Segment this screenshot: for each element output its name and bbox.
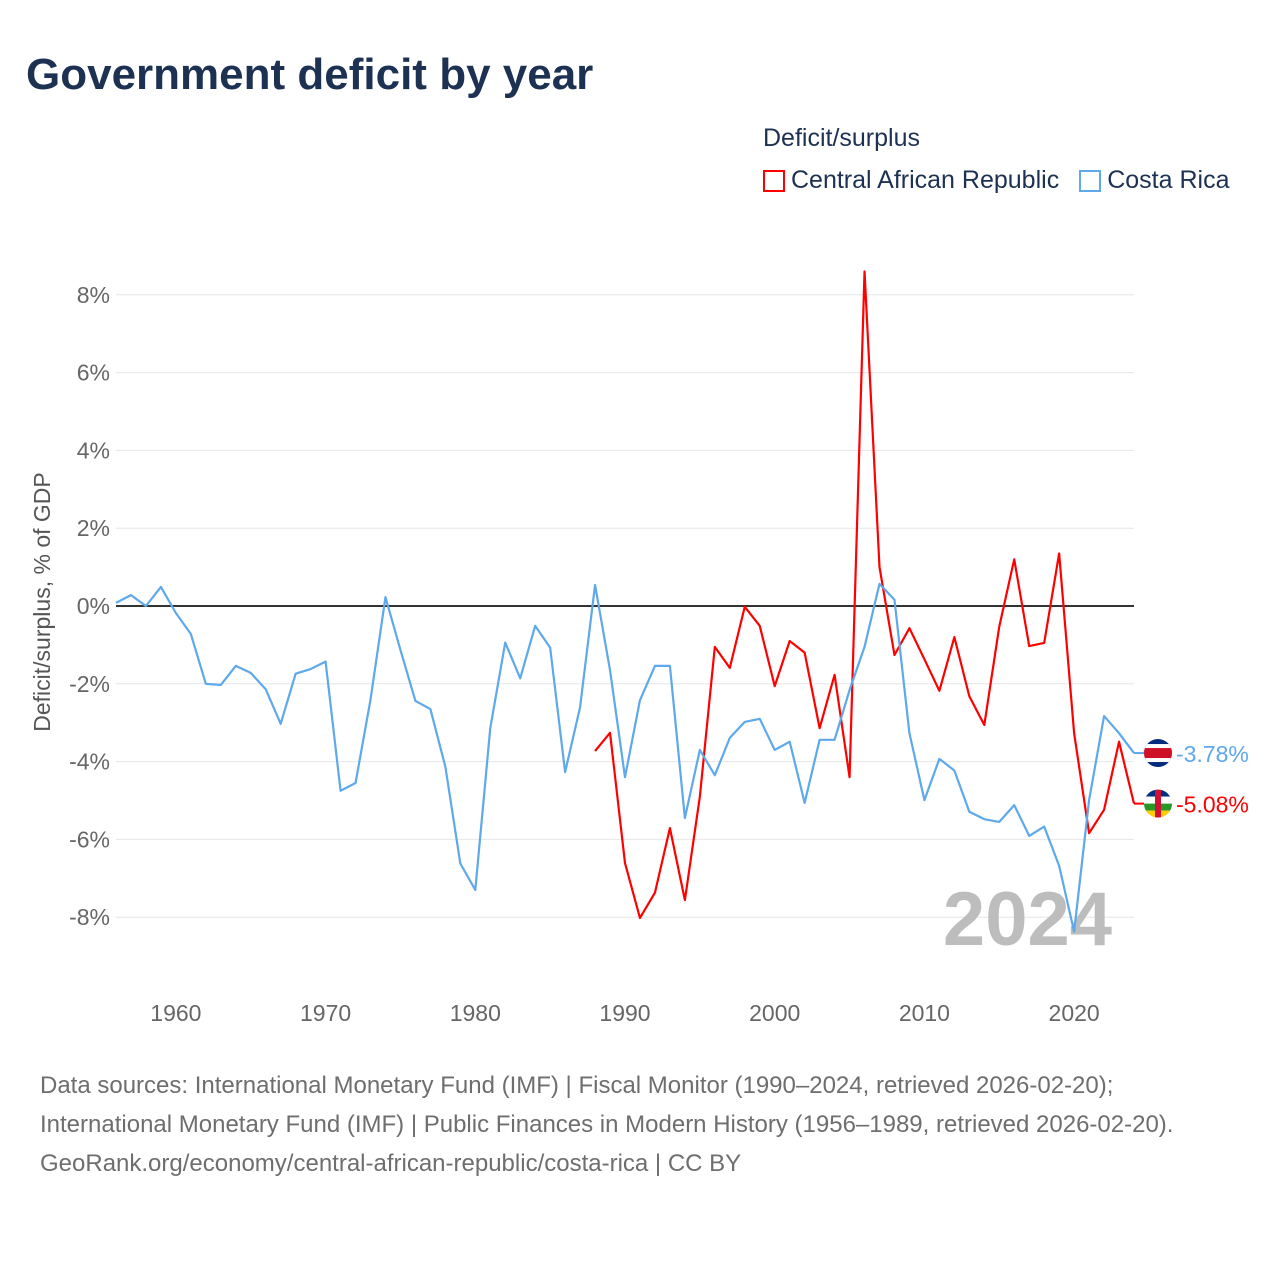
x-tick-label: 1970 (300, 1000, 351, 1026)
x-tick-label: 2010 (899, 1000, 950, 1026)
legend-swatch (763, 169, 785, 192)
year-watermark: 2024 (943, 877, 1112, 962)
central-african-republic-flag-icon (1144, 789, 1172, 818)
sources-link[interactable]: GeoRank.org/economy/central-african-repu… (40, 1150, 742, 1177)
y-tick-label: 6% (77, 360, 110, 386)
legend-title: Deficit/surplus (763, 124, 920, 152)
end-value-label: -5.08% (1176, 792, 1249, 818)
x-tick-label: 2000 (749, 1000, 800, 1026)
series-line-central-african-republic (594, 270, 1136, 920)
end-value-label: -3.78% (1176, 741, 1249, 767)
legend-item-costa-rica[interactable]: Costa Rica (1079, 166, 1229, 195)
line-chart: 8% 6% 4% 2% 0% -2% -4% -6% -8% 1960 1970 1980 1990 2… (29, 270, 1249, 1026)
legend-swatch (1079, 169, 1102, 192)
series-line-costa-rica (115, 582, 1135, 933)
x-tick-label: 1960 (150, 1000, 201, 1026)
flag-stripes (1144, 739, 1172, 768)
flag-stripe (1144, 748, 1172, 759)
y-tick-label: 2% (77, 515, 110, 541)
flag-stripes (1144, 789, 1172, 818)
x-tick-label: 1990 (599, 1000, 650, 1026)
x-tick-label: 1980 (450, 1000, 501, 1026)
flag-stripe (1155, 789, 1161, 818)
y-tick-label: -8% (69, 904, 110, 930)
legend-item-central-african-republic[interactable]: Central African Republic (763, 166, 1059, 195)
y-tick-label: -4% (69, 749, 110, 775)
sources: Data sources: International Monetary Fun… (40, 1066, 1240, 1183)
y-axis-label: Deficit/surplus, % of GDP (29, 472, 55, 731)
costa-rica-flag-icon (1144, 739, 1172, 768)
y-tick-label: 8% (77, 282, 110, 308)
sources-text: Data sources: International Monetary Fun… (40, 1072, 1174, 1138)
legend: Central African Republic Costa Rica (763, 166, 1229, 195)
legend-label: Central African Republic (791, 166, 1060, 194)
y-tick-label: -2% (69, 671, 110, 697)
y-tick-label: -6% (69, 826, 110, 852)
y-tick-label: 4% (77, 437, 110, 463)
x-tick-label: 2020 (1049, 1000, 1100, 1026)
legend-label: Costa Rica (1107, 166, 1230, 194)
page-title: Government deficit by year (26, 50, 594, 99)
y-tick-label: 0% (77, 593, 110, 619)
